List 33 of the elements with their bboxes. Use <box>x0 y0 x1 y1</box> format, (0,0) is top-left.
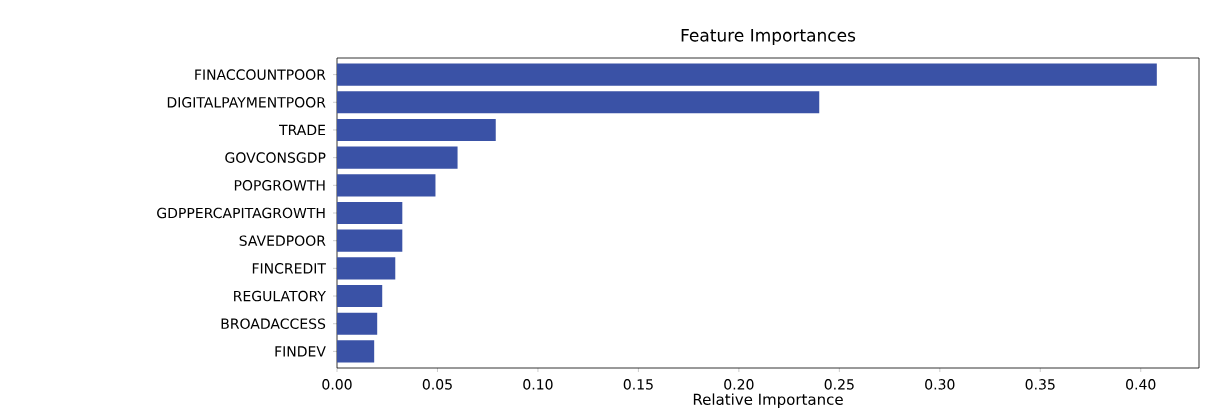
bar <box>337 201 403 225</box>
y-tick-label: TRADE <box>279 124 326 136</box>
bar <box>337 146 458 169</box>
x-tick-label: 0.30 <box>925 379 955 390</box>
bar <box>337 284 383 308</box>
bar <box>337 118 496 142</box>
x-tick-label: 0.00 <box>322 379 352 390</box>
y-tick-label: BROADACCESS <box>221 318 326 329</box>
y-tick-label: DIGITALPAYMENTPOOR <box>167 97 326 108</box>
x-tick-label: 0.05 <box>422 379 452 390</box>
x-tick-label: 0.20 <box>724 379 754 390</box>
y-tick-label: POPGROWTH <box>234 180 325 191</box>
y-tick-label: FINACCOUNTPOOR <box>195 69 326 80</box>
chart-title: Feature Importances <box>681 29 856 45</box>
y-tick-label: FINDEV <box>275 346 326 357</box>
bar <box>337 312 378 335</box>
bar <box>337 174 436 197</box>
y-tick-label: GOVCONSGDP <box>225 152 326 163</box>
x-tick-label: 0.35 <box>1025 379 1055 390</box>
x-axis-title: Relative Importance <box>693 393 843 408</box>
bar <box>337 229 403 252</box>
y-tick-label: REGULATORY <box>234 290 326 302</box>
x-tick-label: 0.25 <box>824 379 854 390</box>
bar <box>337 340 375 363</box>
bar <box>337 257 396 280</box>
y-tick-label: GDPPERCAPITAGROWTH <box>157 207 325 219</box>
x-tick-label: 0.10 <box>523 379 553 390</box>
bar <box>337 91 820 114</box>
y-tick-label: SAVEDPOOR <box>239 235 326 246</box>
x-tick-label: 0.40 <box>1126 379 1156 390</box>
bar <box>337 63 1157 86</box>
y-tick-label: FINCREDIT <box>252 263 326 274</box>
x-tick-label: 0.15 <box>623 379 653 390</box>
